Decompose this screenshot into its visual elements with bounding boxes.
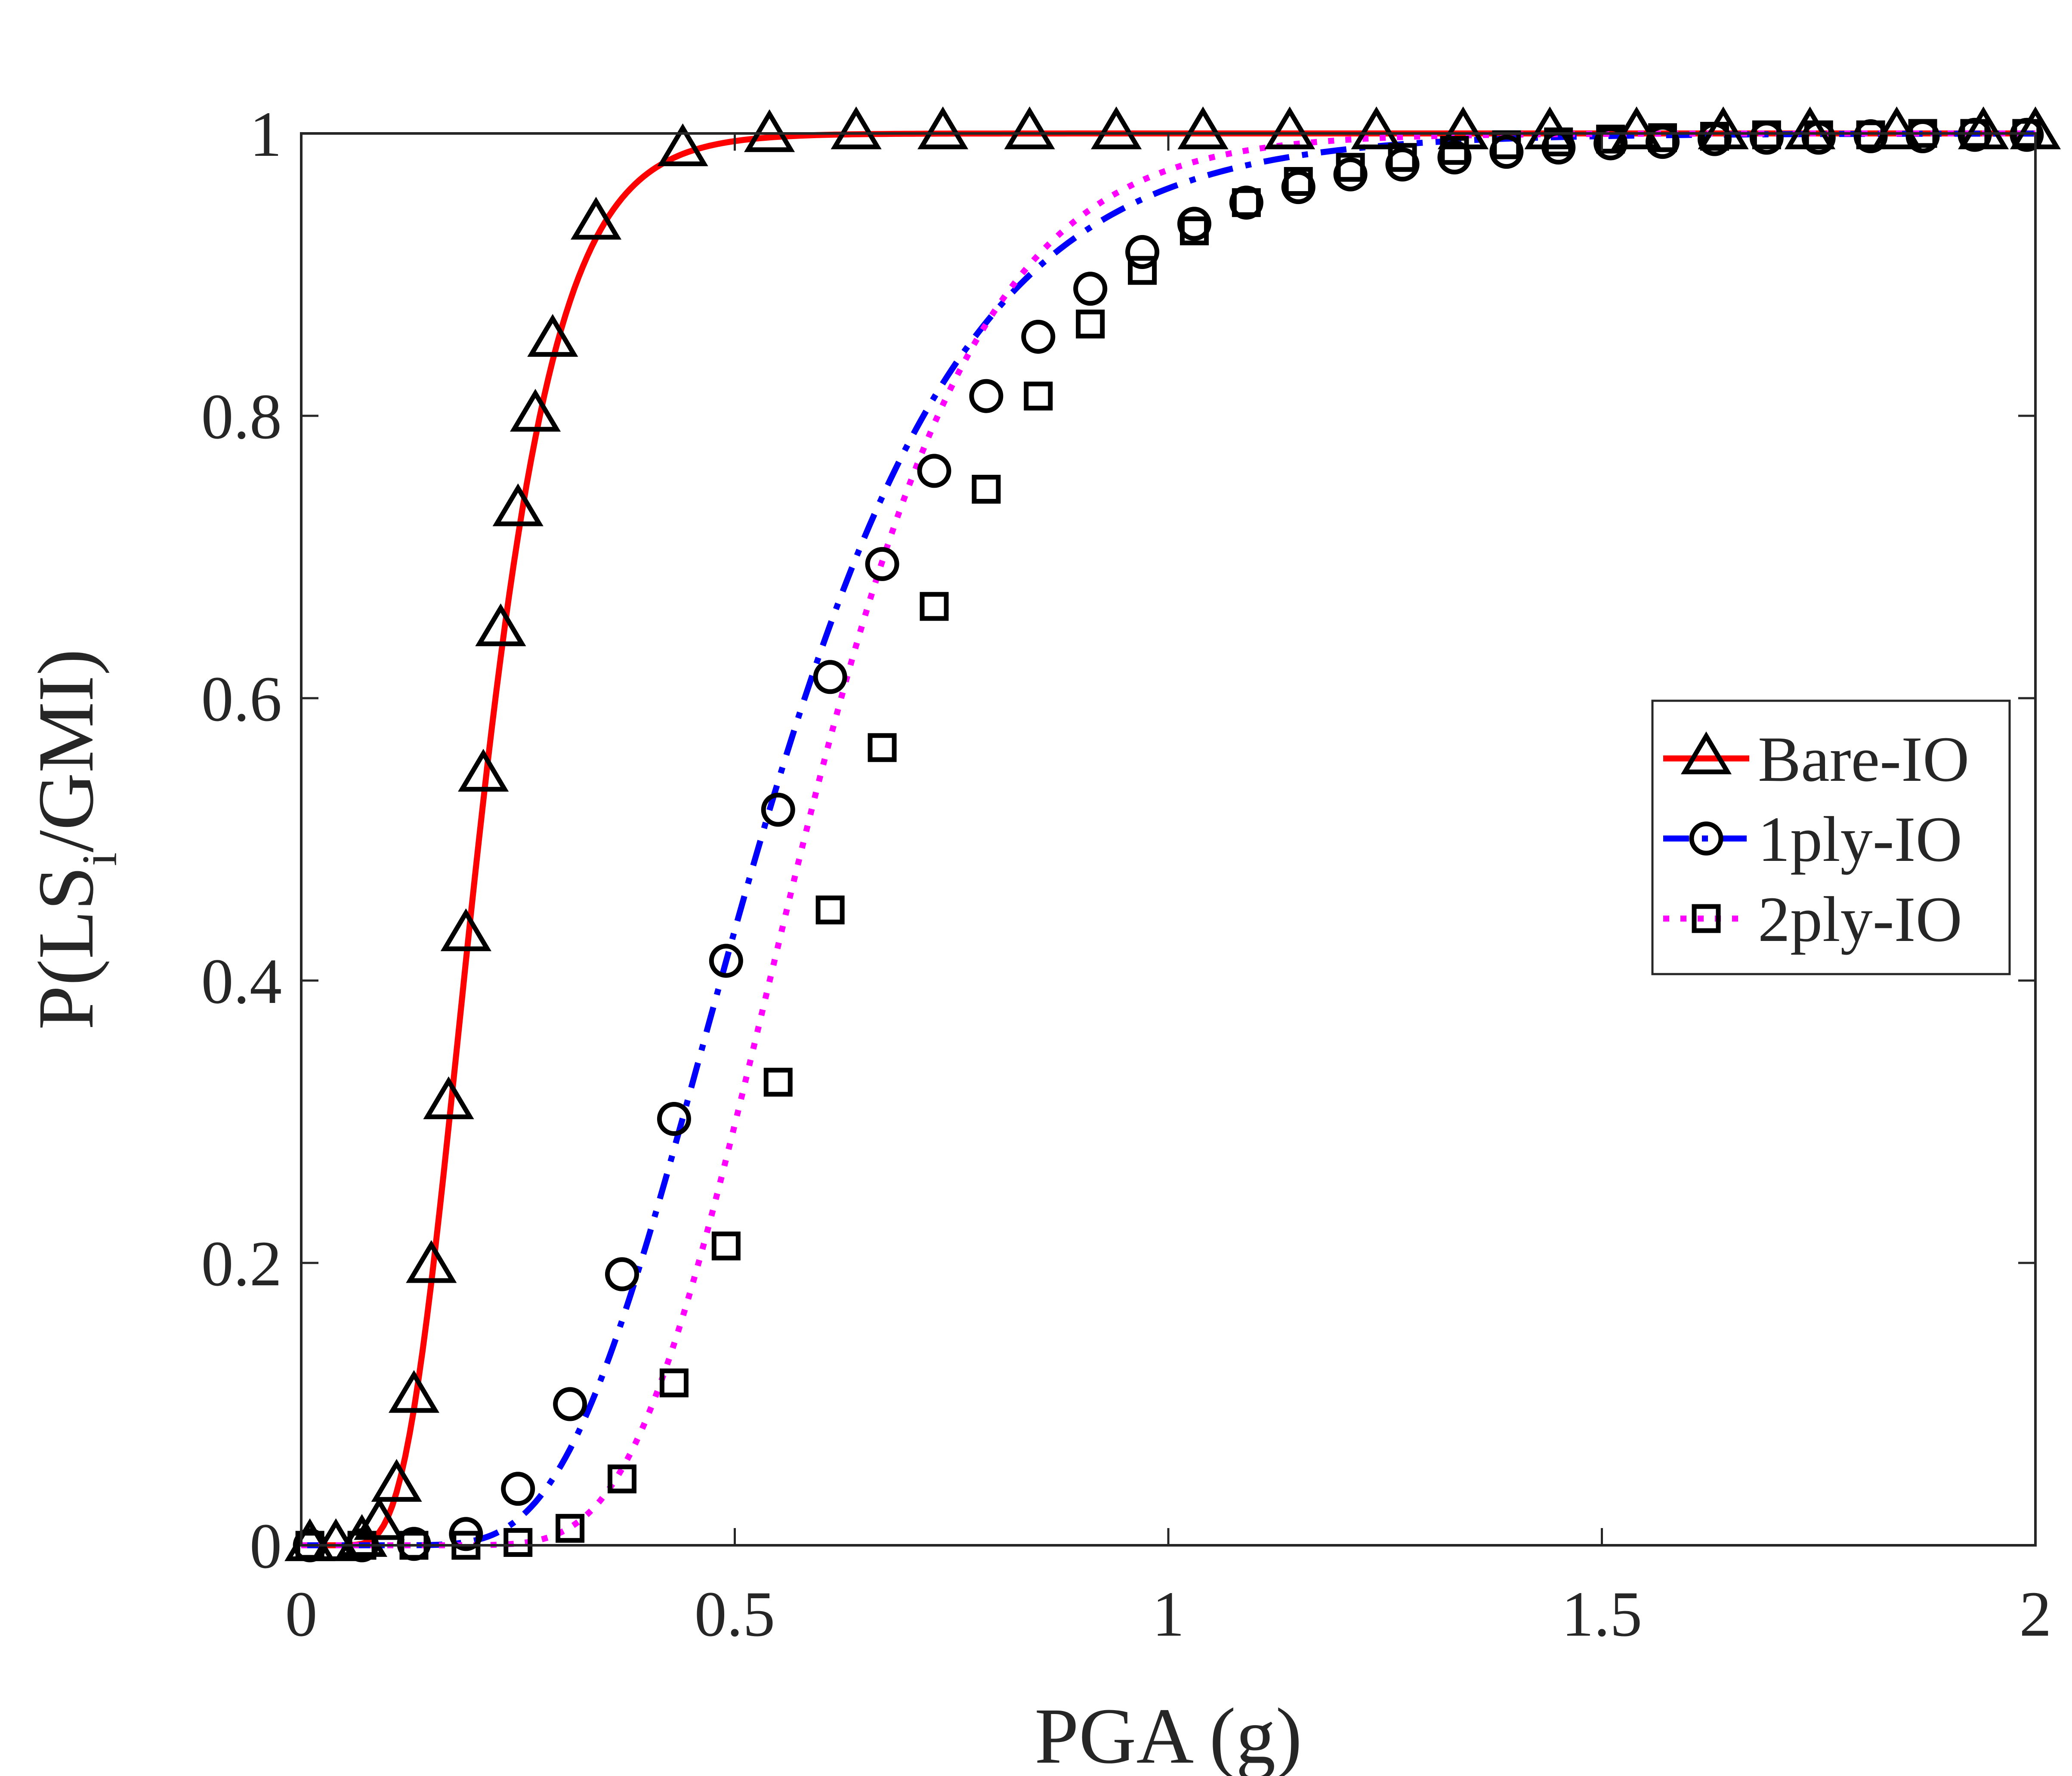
data-point-1ply-io — [657, 1101, 691, 1136]
data-point-1ply-io — [709, 944, 743, 978]
data-point-2ply-io — [763, 1067, 793, 1097]
data-point-bare-io — [1091, 106, 1142, 149]
data-point-bare-io — [458, 749, 509, 792]
data-point-1ply-io — [1021, 319, 1056, 354]
data-point-bare-io — [744, 109, 795, 152]
data-point-bare-io — [423, 1076, 474, 1120]
data-point-1ply-io — [1229, 186, 1263, 220]
data-point-bare-io — [1177, 106, 1229, 149]
legend-marker-2ply-io — [1692, 904, 1721, 933]
data-point-2ply-io — [1440, 136, 1469, 165]
data-point-2ply-io — [1284, 167, 1313, 196]
data-point-1ply-io — [449, 1517, 483, 1551]
data-point-2ply-io — [972, 475, 1001, 504]
data-point-2ply-io — [556, 1514, 585, 1543]
tick-layer: 0 0.5 1 1.5 2 0 0.2 0.4 0.6 0.8 1 — [201, 99, 2052, 1650]
data-point-bare-io — [475, 603, 526, 647]
data-point-bare-io — [1004, 106, 1055, 149]
y-tick-label: 0.6 — [201, 663, 282, 735]
legend-entries: Bare-IO 1ply-IO 2ply-IO — [1663, 724, 1969, 955]
data-point-2ply-io — [1076, 309, 1105, 339]
data-point-2ply-io — [1180, 216, 1209, 245]
data-point-bare-io — [657, 123, 708, 167]
data-point-1ply-io — [761, 792, 795, 827]
data-point-bare-io — [1351, 106, 1402, 149]
data-point-2ply-io — [1700, 122, 1729, 151]
y-axis-label-suffix: /GMI) — [22, 649, 110, 852]
data-point-1ply-io — [1489, 135, 1524, 169]
data-point-2ply-io — [1804, 120, 1833, 149]
data-point-1ply-io — [1125, 235, 1160, 269]
data-point-2ply-io — [711, 1231, 741, 1261]
data-point-bare-io — [1871, 106, 1922, 149]
data-point-1ply-io — [1437, 140, 1472, 175]
x-tick-label: 0.5 — [695, 1578, 775, 1650]
legend-label-2ply-io: 2ply-IO — [1758, 884, 1962, 955]
x-tick-label: 1 — [1152, 1578, 1185, 1650]
data-point-bare-io — [354, 1497, 405, 1540]
legend-marker-1ply-io — [1689, 821, 1723, 856]
y-tick-label: 0.8 — [201, 381, 282, 452]
data-point-1ply-io — [553, 1387, 587, 1421]
data-point-1ply-io — [865, 547, 899, 581]
legend-label-1ply-io: 1ply-IO — [1758, 804, 1962, 875]
data-point-2ply-io — [1024, 381, 1053, 411]
data-point-bare-io — [1264, 106, 1315, 149]
y-tick-label: 0.2 — [201, 1228, 282, 1300]
x-tick-label: 1.5 — [1562, 1578, 1643, 1650]
data-point-2ply-io — [659, 1368, 689, 1398]
data-point-2ply-io — [1128, 256, 1157, 285]
x-tick-label: 2 — [2020, 1578, 2052, 1650]
x-tick-label: 0 — [285, 1578, 318, 1650]
data-point-1ply-io — [1281, 170, 1315, 204]
data-point-2ply-io — [1544, 127, 1573, 157]
data-point-1ply-io — [917, 454, 951, 488]
data-point-bare-io — [917, 106, 969, 149]
y-tick-label: 1 — [250, 99, 282, 170]
data-point-bare-io — [388, 1370, 440, 1413]
data-point-1ply-io — [1385, 147, 1420, 182]
data-point-bare-io — [527, 314, 578, 357]
data-point-2ply-io — [920, 592, 949, 621]
data-point-1ply-io — [605, 1257, 639, 1291]
data-point-1ply-io — [1073, 272, 1108, 306]
data-point-2ply-io — [1388, 143, 1417, 172]
data-point-1ply-io — [1333, 157, 1368, 192]
y-tick-label: 0 — [250, 1510, 282, 1582]
legend-marker-bare-io — [1680, 731, 1732, 774]
legend-label-bare-io: Bare-IO — [1758, 724, 1969, 795]
data-point-2ply-io — [1232, 188, 1261, 217]
data-point-1ply-io — [969, 379, 1004, 413]
data-point-bare-io — [510, 389, 561, 432]
data-point-bare-io — [406, 1240, 457, 1283]
data-point-2ply-io — [1752, 120, 1781, 149]
y-tick-label: 0.4 — [201, 946, 282, 1017]
y-axis-label: P(LSi/GMI) — [22, 649, 127, 1030]
legend: Bare-IO 1ply-IO 2ply-IO — [1651, 699, 2011, 975]
marker-layer — [284, 106, 2061, 1563]
data-point-2ply-io — [815, 895, 845, 925]
data-point-2ply-io — [868, 733, 897, 762]
data-point-2ply-io — [503, 1528, 533, 1557]
data-point-2ply-io — [1648, 123, 1677, 152]
data-point-bare-io — [371, 1459, 422, 1502]
data-point-2ply-io — [1856, 120, 1885, 149]
y-axis-label-subscript: i — [72, 852, 127, 866]
x-axis-label: PGA (g) — [1034, 1692, 1302, 1776]
data-point-1ply-io — [1177, 207, 1211, 241]
data-point-2ply-io — [1336, 153, 1365, 182]
data-point-bare-io — [440, 908, 491, 951]
data-point-bare-io — [831, 106, 882, 149]
y-axis-label-prefix: P(LS — [22, 866, 110, 1030]
data-point-bare-io — [492, 483, 543, 526]
data-point-bare-io — [571, 197, 622, 240]
data-point-1ply-io — [813, 660, 847, 694]
data-point-bare-io — [1611, 106, 1662, 149]
data-point-2ply-io — [608, 1464, 637, 1494]
data-point-2ply-io — [1596, 124, 1625, 154]
data-point-1ply-io — [501, 1472, 535, 1506]
